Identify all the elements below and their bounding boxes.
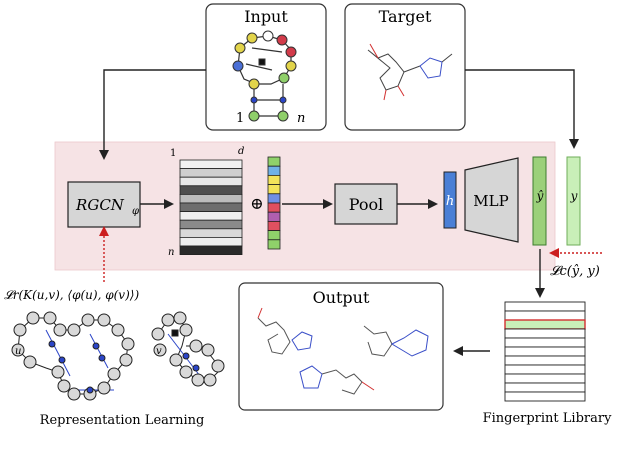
library-row bbox=[504, 310, 586, 321]
library-row bbox=[504, 364, 586, 375]
feature-cell bbox=[267, 220, 281, 231]
input-start-label: 1 bbox=[236, 111, 244, 126]
library-row bbox=[504, 301, 586, 312]
mlp-block: MLP bbox=[464, 157, 519, 243]
matrix-row bbox=[179, 236, 243, 247]
classification-loss: 𝓛c(ŷ, y) bbox=[550, 264, 600, 279]
matrix-row bbox=[179, 168, 243, 178]
pool-label: Pool bbox=[349, 195, 384, 214]
feature-cell bbox=[267, 211, 281, 222]
h-vector: h bbox=[443, 171, 457, 229]
pool-box: Pool bbox=[334, 183, 398, 225]
output-molecules bbox=[257, 307, 429, 395]
matrix-row bbox=[179, 228, 243, 238]
library-row bbox=[504, 355, 586, 366]
library-row-match bbox=[504, 319, 586, 330]
target-vector: y bbox=[566, 156, 581, 246]
rgcn-box: RGCN φ bbox=[67, 181, 141, 228]
yhat-label: ŷ bbox=[536, 189, 544, 203]
matrix-row bbox=[179, 193, 243, 204]
output-box: Output bbox=[238, 282, 444, 411]
feature-cell bbox=[267, 165, 281, 176]
matrix-row bbox=[179, 245, 243, 256]
output-title: Output bbox=[313, 288, 370, 307]
mlp-label: MLP bbox=[473, 192, 508, 210]
concat-symbol: ⊕ bbox=[250, 194, 263, 213]
h-label: h bbox=[446, 194, 454, 209]
fingerprint-library bbox=[504, 301, 586, 402]
feature-cell bbox=[267, 230, 281, 241]
representation-label: Representation Learning bbox=[40, 413, 205, 428]
matrix-row bbox=[179, 159, 243, 170]
input-box: Input 1 n bbox=[205, 3, 327, 131]
library-row bbox=[504, 391, 586, 402]
matrix-col-end: d bbox=[238, 146, 244, 157]
representation-graph-u-nodes bbox=[11, 311, 135, 401]
library-row bbox=[504, 346, 586, 357]
library-row bbox=[504, 373, 586, 384]
feature-cell bbox=[267, 239, 281, 250]
library-label: Fingerprint Library bbox=[483, 411, 612, 426]
y-label: y bbox=[570, 189, 578, 203]
matrix-row bbox=[179, 185, 243, 195]
flow-arrows bbox=[99, 69, 579, 356]
library-row bbox=[504, 337, 586, 348]
library-row bbox=[504, 328, 586, 339]
target-box: Target bbox=[344, 3, 466, 131]
matrix-row bbox=[179, 211, 243, 221]
rgcn-label: RGCN bbox=[75, 196, 125, 214]
input-nodes bbox=[232, 30, 297, 122]
feature-cell bbox=[267, 156, 281, 167]
embedding-matrix: 1 d n bbox=[168, 146, 244, 258]
rgcn-subscript: φ bbox=[132, 206, 139, 217]
target-molecule bbox=[367, 43, 453, 101]
representation-loss: 𝓛r(K(u,v), ⟨φ(u), φ(v)⟩) bbox=[4, 288, 139, 302]
feature-cell bbox=[267, 184, 281, 195]
feature-cell bbox=[267, 202, 281, 213]
representation-graph-v-nodes bbox=[151, 311, 225, 387]
matrix-row bbox=[179, 202, 243, 213]
input-end-label: n bbox=[297, 111, 305, 126]
matrix-row-end: n bbox=[168, 247, 174, 258]
target-title: Target bbox=[379, 7, 432, 26]
feature-vector bbox=[267, 156, 281, 250]
input-title: Input bbox=[244, 7, 288, 26]
feature-cell bbox=[267, 193, 281, 204]
matrix-row-start: 1 bbox=[170, 148, 176, 159]
prediction-vector: ŷ bbox=[532, 156, 547, 246]
matrix-row bbox=[179, 219, 243, 230]
library-row bbox=[504, 382, 586, 393]
feature-cell bbox=[267, 174, 281, 185]
rep-node-v: v bbox=[156, 346, 162, 357]
rep-node-u: u bbox=[15, 346, 21, 357]
matrix-row bbox=[179, 176, 243, 187]
